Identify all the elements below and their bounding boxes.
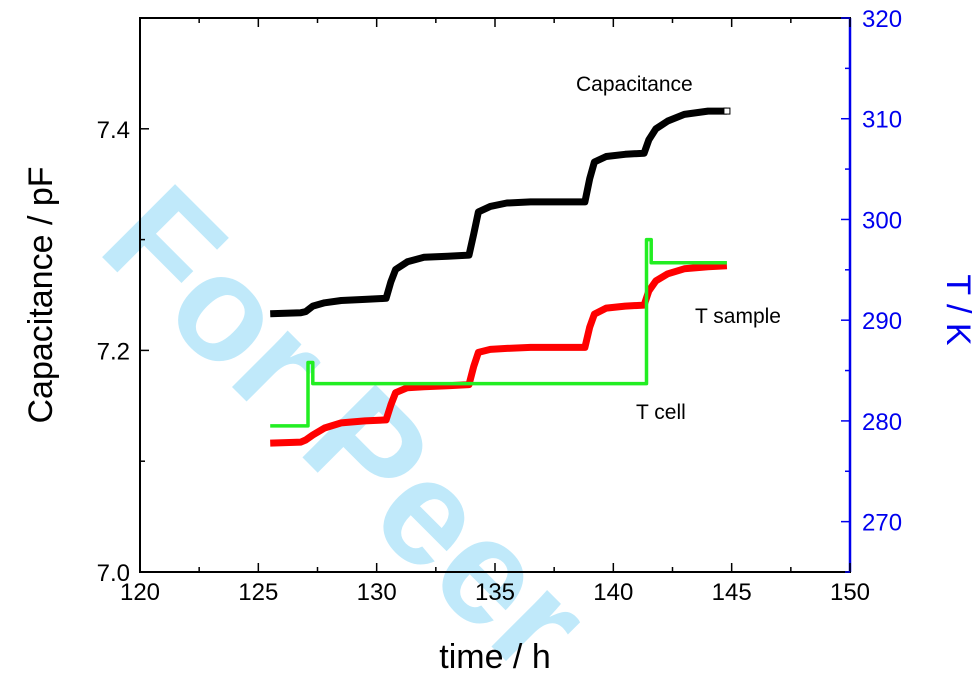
- x-tick-label: 130: [357, 579, 397, 606]
- y-tick-label: 7.0: [97, 560, 130, 587]
- axes: 120 125 130 135 140 145 150 7.0 7.2 7.4 270 280 290 3…: [97, 6, 902, 606]
- x-tick-label: 125: [238, 579, 278, 606]
- x-axis-title: time / h: [439, 638, 550, 676]
- y2-tick-label: 280: [862, 409, 902, 436]
- x-tick-label: 145: [712, 579, 752, 606]
- plot-area: [270, 107, 731, 447]
- x-tick-label: 140: [593, 579, 633, 606]
- y2-tick-label: 300: [862, 207, 902, 234]
- y-axis-title: Capacitance / pF: [22, 166, 60, 423]
- annotation-t-cell: T cell: [636, 401, 686, 424]
- annotation-t-sample: T sample: [695, 305, 781, 328]
- y2-tick-label: 290: [862, 308, 902, 335]
- x-tick-label: 135: [475, 579, 515, 606]
- series-t-cell: [270, 237, 727, 428]
- y-tick-label: 7.2: [97, 338, 130, 365]
- y2-tick-label: 310: [862, 107, 902, 134]
- y2-tick-label: 270: [862, 510, 902, 537]
- y2-tick-label: 320: [862, 6, 902, 33]
- x-tick-label: 150: [830, 579, 870, 606]
- annotation-capacitance: Capacitance: [576, 73, 693, 96]
- y-tick-label: 7.4: [97, 117, 130, 144]
- x-tick-label: 120: [120, 579, 160, 606]
- capacitance-end-marker: [723, 107, 731, 115]
- y2-axis-title: T / K: [939, 274, 977, 345]
- series-capacitance: [270, 107, 727, 318]
